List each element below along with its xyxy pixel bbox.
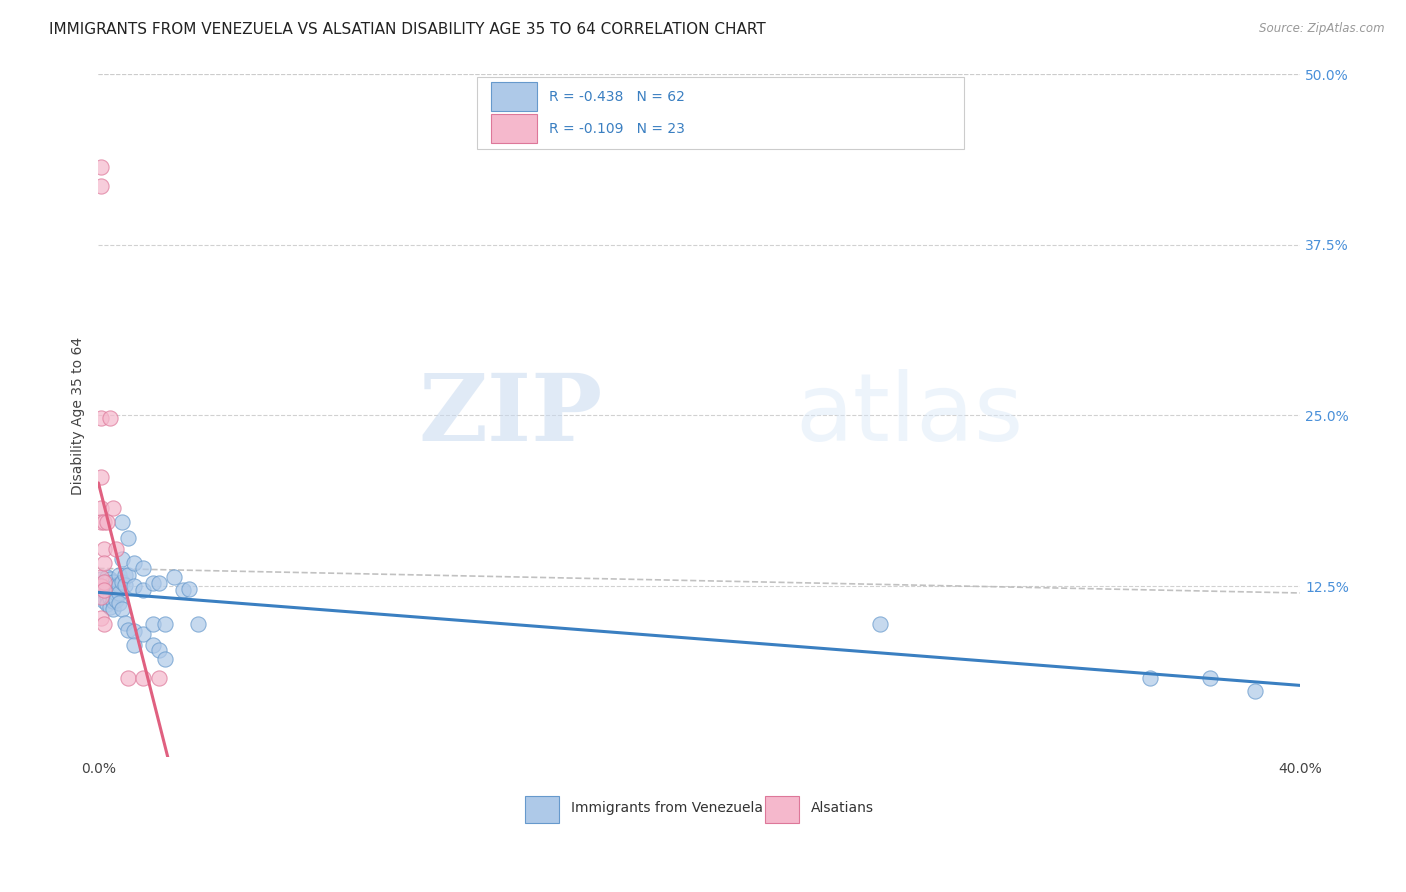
FancyBboxPatch shape <box>491 114 537 143</box>
Text: R = -0.438   N = 62: R = -0.438 N = 62 <box>550 89 685 103</box>
Point <box>105 578 128 592</box>
Point <box>90 590 112 604</box>
Point <box>132 561 155 575</box>
Point <box>105 592 128 607</box>
Point <box>141 576 163 591</box>
Point <box>90 411 112 425</box>
Point <box>148 671 170 685</box>
Point <box>90 501 112 516</box>
Point <box>172 583 194 598</box>
Point <box>177 582 200 596</box>
Point <box>187 617 209 632</box>
Text: R = -0.109   N = 23: R = -0.109 N = 23 <box>550 121 685 136</box>
Point <box>93 556 115 570</box>
Text: Source: ZipAtlas.com: Source: ZipAtlas.com <box>1260 22 1385 36</box>
FancyBboxPatch shape <box>765 796 799 823</box>
Point <box>100 578 122 592</box>
Point <box>100 411 122 425</box>
Point <box>1199 671 1222 685</box>
Point <box>103 594 125 608</box>
FancyBboxPatch shape <box>491 82 537 111</box>
Point <box>93 575 115 590</box>
Point <box>93 594 115 608</box>
Point <box>103 575 125 590</box>
Point <box>141 638 163 652</box>
Point <box>124 638 146 652</box>
Point <box>124 579 146 593</box>
Point <box>90 572 112 586</box>
Text: Immigrants from Venezuela: Immigrants from Venezuela <box>571 801 762 815</box>
Point <box>105 542 128 557</box>
Point <box>103 589 125 603</box>
Point <box>93 583 115 598</box>
Point <box>90 160 112 174</box>
Point <box>108 578 131 592</box>
Point <box>108 586 131 600</box>
Text: Alsatians: Alsatians <box>811 801 875 815</box>
Point <box>90 583 112 598</box>
Point <box>148 576 170 591</box>
Point <box>103 501 125 516</box>
Point <box>93 589 115 603</box>
Point <box>124 556 146 570</box>
Point <box>100 599 122 614</box>
Point <box>141 617 163 632</box>
Text: atlas: atlas <box>796 369 1024 461</box>
Point <box>111 515 134 529</box>
Point <box>96 575 118 590</box>
Point <box>96 515 118 529</box>
Point <box>114 578 136 592</box>
Point <box>114 568 136 582</box>
Point <box>90 179 112 194</box>
FancyBboxPatch shape <box>524 796 558 823</box>
Point <box>90 589 112 603</box>
Point <box>117 623 139 637</box>
Point <box>148 643 170 657</box>
Point <box>96 569 118 583</box>
Point <box>1139 671 1161 685</box>
Point <box>100 586 122 600</box>
Point <box>90 579 112 593</box>
Y-axis label: Disability Age 35 to 64: Disability Age 35 to 64 <box>72 336 86 494</box>
Point <box>111 575 134 590</box>
FancyBboxPatch shape <box>477 78 963 149</box>
Point <box>90 569 112 583</box>
Point <box>162 569 184 583</box>
Point <box>117 671 139 685</box>
Point <box>132 627 155 641</box>
Point <box>103 581 125 595</box>
Point <box>132 671 155 685</box>
Point <box>114 615 136 630</box>
Point <box>153 651 176 665</box>
Point <box>96 589 118 603</box>
Text: ZIP: ZIP <box>419 370 603 460</box>
Point <box>117 568 139 582</box>
Point <box>108 595 131 609</box>
Point <box>103 602 125 616</box>
Point <box>93 581 115 595</box>
Point <box>93 617 115 632</box>
Point <box>869 617 891 632</box>
Point <box>96 597 118 611</box>
Point <box>111 551 134 566</box>
Point <box>93 515 115 529</box>
Point <box>105 586 128 600</box>
Point <box>96 583 118 598</box>
Point <box>124 624 146 639</box>
Point <box>100 591 122 606</box>
Point <box>90 579 112 593</box>
Point <box>117 532 139 546</box>
Point <box>153 617 176 632</box>
Point <box>93 542 115 557</box>
Point <box>90 515 112 529</box>
Point <box>90 470 112 484</box>
Point <box>132 583 155 598</box>
Point <box>111 602 134 616</box>
Point <box>90 610 112 624</box>
Text: IMMIGRANTS FROM VENEZUELA VS ALSATIAN DISABILITY AGE 35 TO 64 CORRELATION CHART: IMMIGRANTS FROM VENEZUELA VS ALSATIAN DI… <box>49 22 766 37</box>
Point <box>93 575 115 590</box>
Point <box>100 572 122 586</box>
Point <box>108 568 131 582</box>
Point <box>1244 684 1267 698</box>
